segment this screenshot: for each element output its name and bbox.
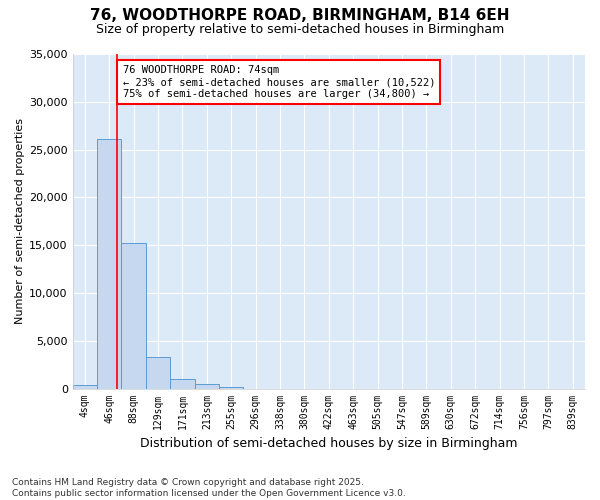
Text: Size of property relative to semi-detached houses in Birmingham: Size of property relative to semi-detach… — [96, 22, 504, 36]
Text: 76 WOODTHORPE ROAD: 74sqm
← 23% of semi-detached houses are smaller (10,522)
75%: 76 WOODTHORPE ROAD: 74sqm ← 23% of semi-… — [122, 66, 435, 98]
Y-axis label: Number of semi-detached properties: Number of semi-detached properties — [15, 118, 25, 324]
Bar — [121, 244, 146, 388]
Bar — [219, 386, 244, 388]
X-axis label: Distribution of semi-detached houses by size in Birmingham: Distribution of semi-detached houses by … — [140, 437, 518, 450]
Bar — [194, 384, 219, 388]
Bar — [97, 139, 121, 388]
Bar — [73, 385, 97, 388]
Bar — [170, 378, 194, 388]
Bar — [146, 357, 170, 388]
Text: 76, WOODTHORPE ROAD, BIRMINGHAM, B14 6EH: 76, WOODTHORPE ROAD, BIRMINGHAM, B14 6EH — [90, 8, 510, 22]
Text: Contains HM Land Registry data © Crown copyright and database right 2025.
Contai: Contains HM Land Registry data © Crown c… — [12, 478, 406, 498]
